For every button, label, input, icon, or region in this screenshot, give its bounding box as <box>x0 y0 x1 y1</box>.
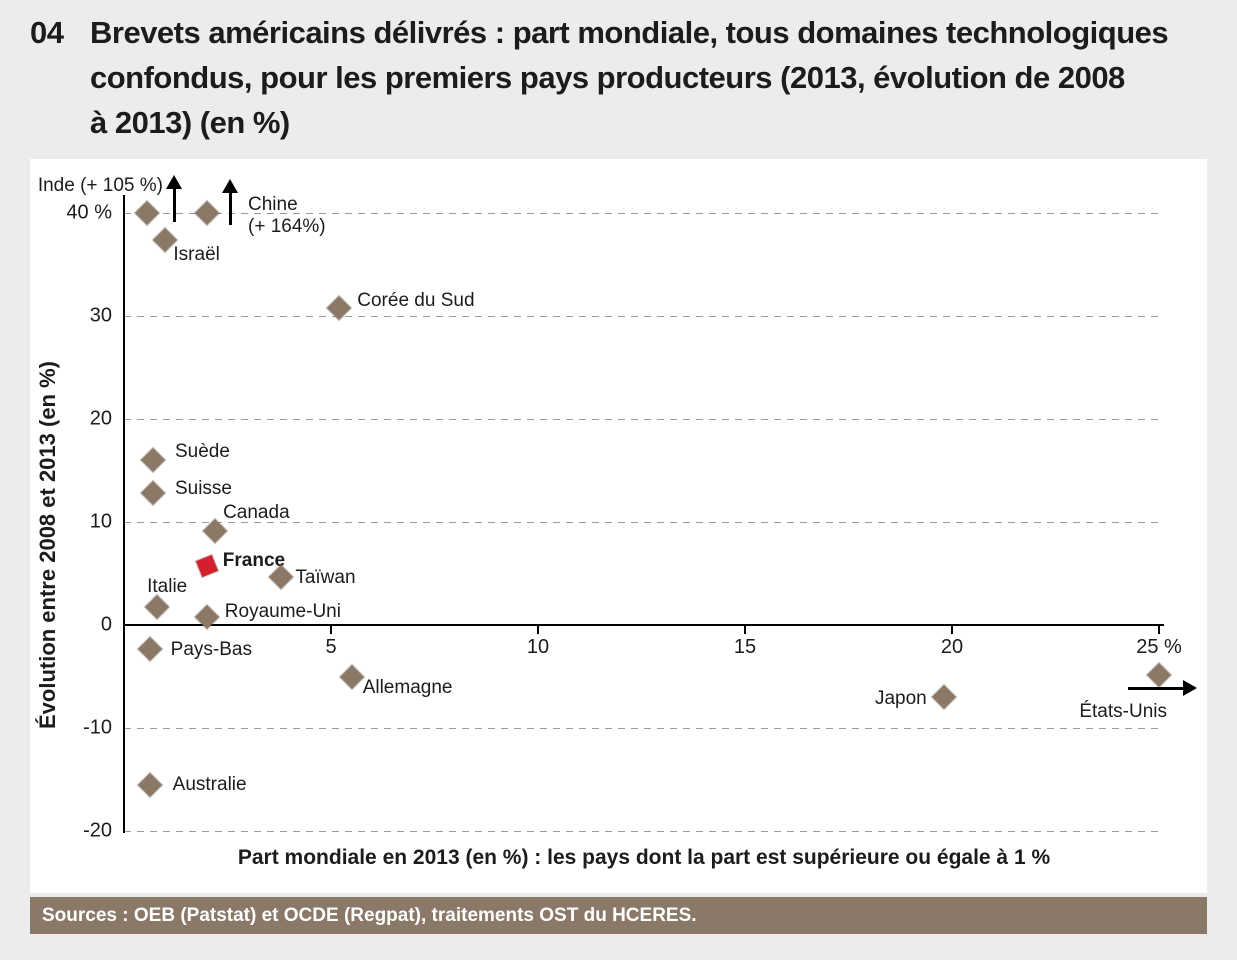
gridline-y--10 <box>124 727 1164 729</box>
annotation-inde-105-: Inde (+ 105 %) <box>37 175 163 196</box>
y-tick-label-10: 10 <box>89 510 112 533</box>
point-label-italie: Italie <box>147 576 188 598</box>
y-axis-line <box>123 195 125 833</box>
right-arrow-head <box>1183 680 1197 696</box>
up-arrow-shaft <box>172 187 176 222</box>
figure-number: 04 <box>30 15 64 50</box>
x-tick-label-25: 25 % <box>1136 636 1182 658</box>
figure-title: Brevets américains délivrés : part mondi… <box>90 10 1169 145</box>
point-label-israel: Israël <box>173 243 220 265</box>
y-tick-label-40: 40 % <box>66 201 112 224</box>
point-pays-bas <box>136 635 164 663</box>
x-tick-label-5: 5 <box>325 636 337 658</box>
figure-title-line-1: Brevets américains délivrés : part mondi… <box>90 15 1169 50</box>
up-arrow-head <box>222 179 238 193</box>
point-label-france: France <box>222 550 286 572</box>
y-tick-label-30: 30 <box>89 304 112 327</box>
up-arrow-icon <box>222 179 238 225</box>
point-label-canada: Canada <box>223 502 290 524</box>
figure-title-line-3: à 2013) (en %) <box>90 105 290 140</box>
point-label-taiwan: Taïwan <box>295 566 356 588</box>
point-label-australie: Australie <box>172 773 247 795</box>
x-tick-20 <box>951 626 953 634</box>
x-axis-title: Part mondiale en 2013 (en %) : les pays … <box>237 846 1051 869</box>
y-tick-label-20: 20 <box>89 407 112 430</box>
up-arrow-head <box>166 175 182 189</box>
x-tick-label-10: 10 <box>526 636 550 658</box>
y-tick-label--10: -10 <box>83 716 112 739</box>
x-tick-5 <box>330 626 332 634</box>
y-axis-title: Évolution entre 2008 et 2013 (en %) <box>35 360 60 730</box>
chart-panel: 40 % 30 20 10 0 -10 -20 5 10 15 20 25 % Israël Corée … <box>30 159 1207 893</box>
gridline-y-40 <box>124 212 1164 214</box>
source-bar: Sources : OEB (Patstat) et OCDE (Regpat)… <box>30 897 1207 934</box>
point-france <box>194 553 220 579</box>
point-italie <box>143 594 171 621</box>
x-tick-10 <box>537 626 539 634</box>
point-label-pays-bas: Pays-Bas <box>170 638 252 660</box>
gridline-y--20 <box>124 830 1164 832</box>
source-text: Sources : OEB (Patstat) et OCDE (Regpat)… <box>42 905 697 926</box>
up-arrow-shaft <box>228 191 232 225</box>
x-tick-15 <box>744 626 746 634</box>
point-label-royaume-uni: Royaume-Uni <box>224 600 341 622</box>
right-arrow-icon <box>1128 680 1197 696</box>
x-axis-line <box>124 624 1164 626</box>
x-tick-label-20: 20 <box>940 636 964 658</box>
point-australie <box>136 771 164 799</box>
figure-title-line-2: confondus, pour les premiers pays produc… <box>90 60 1125 95</box>
y-tick-label--20: -20 <box>83 819 112 842</box>
point-label-japon: Japon <box>874 688 927 710</box>
point-label-allemagne: Allemagne <box>362 676 453 698</box>
up-arrow-icon <box>166 175 182 222</box>
annotation-chine: Chine <box>248 194 298 215</box>
point-label-etats-unis: États-Unis <box>1079 701 1167 723</box>
scatter-plot: 40 % 30 20 10 0 -10 -20 5 10 15 20 25 % Israël Corée … <box>30 159 1207 893</box>
y-tick-label-0: 0 <box>100 613 112 636</box>
right-arrow-shaft <box>1128 686 1185 690</box>
point-japon <box>930 683 958 711</box>
point-label-suede: Suède <box>174 441 230 463</box>
annotation--164-: (+ 164%) <box>248 216 326 237</box>
point-allemagne <box>338 663 366 690</box>
point-inde <box>133 199 161 227</box>
gridline-y-20 <box>124 418 1164 420</box>
figure-header: 04 Brevets américains délivrés : part mo… <box>30 10 1210 145</box>
gridline-y-30 <box>124 315 1164 317</box>
gridline-y-10 <box>124 521 1164 523</box>
point-suede <box>139 446 167 474</box>
point-label-coree-du-sud: Corée du Sud <box>357 289 475 311</box>
point-label-suisse: Suisse <box>174 478 232 500</box>
point-suisse <box>139 479 167 507</box>
point-chine <box>193 199 221 227</box>
x-tick-25 <box>1158 626 1160 634</box>
x-tick-label-15: 15 <box>733 636 757 658</box>
